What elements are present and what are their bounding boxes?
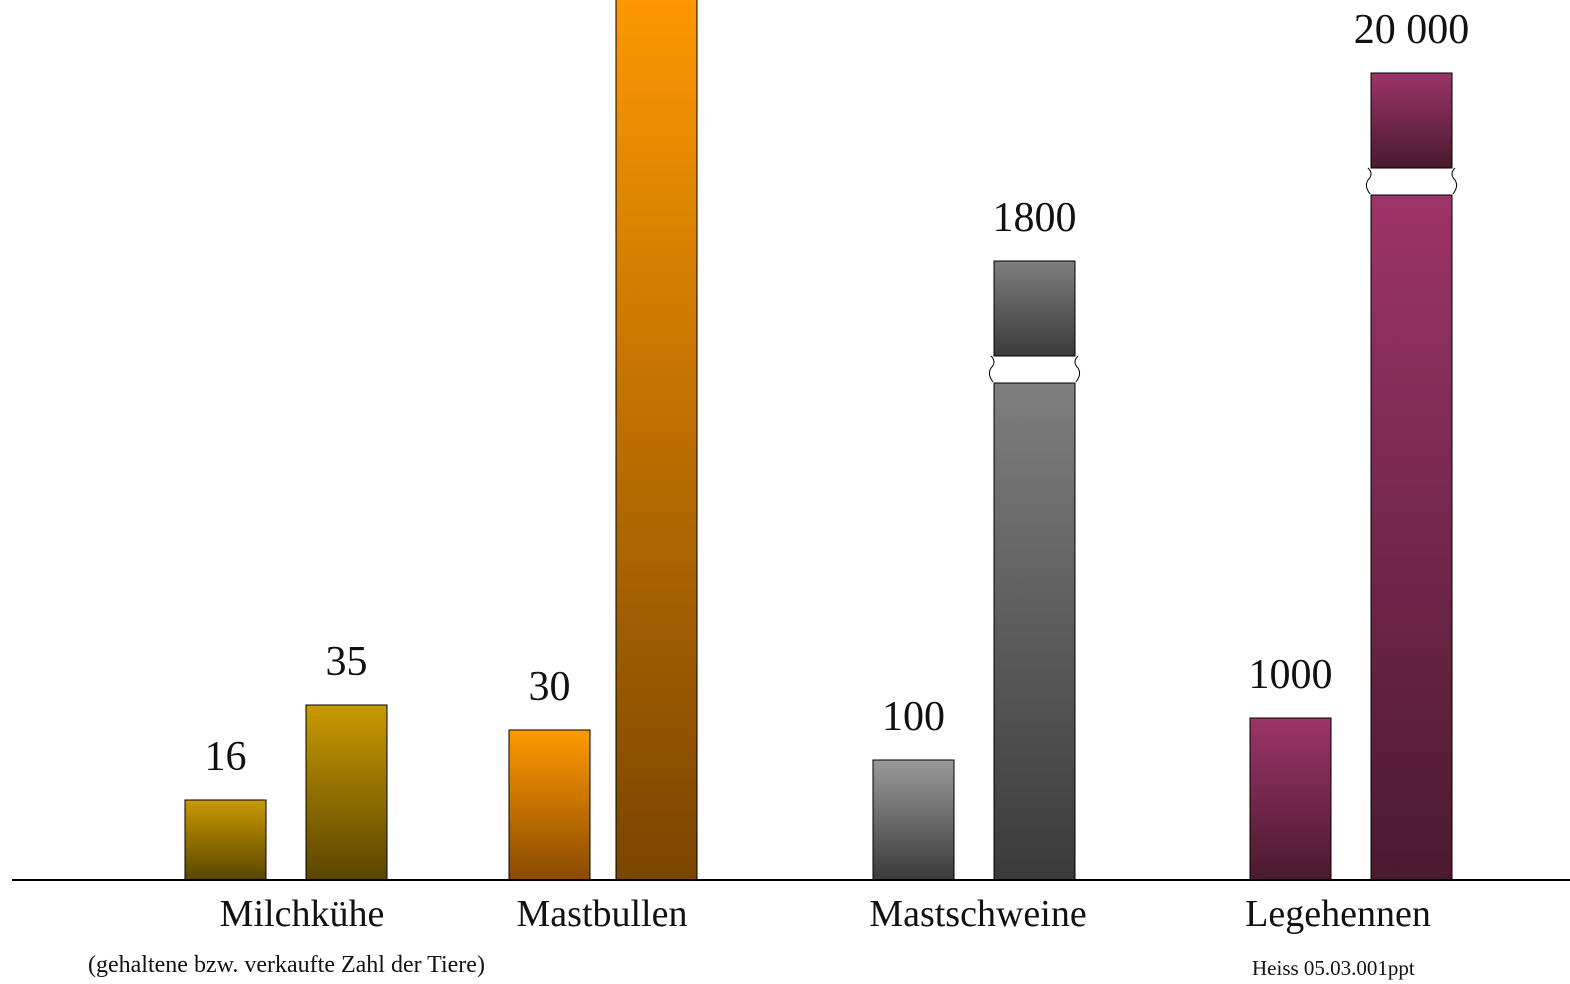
- footnote: (gehaltene bzw. verkaufte Zahl der Tiere…: [88, 952, 485, 978]
- value-label-mastschweine-1: 100: [882, 694, 945, 740]
- category-label-legehennen: Legehennen: [1245, 893, 1431, 935]
- bar-milchk-he-2: [305, 704, 388, 881]
- value-label-mastbullen-1: 30: [529, 664, 571, 710]
- bar-mastschweine-1: [872, 759, 955, 881]
- bar-legehennen-2: [1365, 72, 1458, 881]
- category-label-milchkühe: Milchkühe: [220, 893, 385, 935]
- bar-mastbullen-2: [615, 0, 698, 881]
- category-label-mastschweine: Mastschweine: [869, 893, 1086, 935]
- bars-layer: [184, 0, 1458, 881]
- labels-layer: 1635301801001800100020 000: [205, 7, 1470, 780]
- value-label-mastschweine-2: 1800: [993, 195, 1077, 241]
- value-label-legehennen-1: 1000: [1249, 652, 1333, 698]
- value-label-legehennen-2: 20 000: [1354, 7, 1470, 53]
- value-label-milchk-he-1: 16: [205, 734, 247, 780]
- bar-mastschweine-2: [988, 260, 1081, 881]
- category-label-mastbullen: Mastbullen: [517, 893, 688, 935]
- bar-legehennen-1: [1249, 717, 1332, 881]
- category-labels-layer: Milchkühe Mastbullen Mastschweine Legehenne…: [220, 893, 1431, 935]
- bar-milchk-he-1: [184, 799, 267, 881]
- credit: Heiss 05.03.001ppt: [1252, 956, 1415, 980]
- bar-mastbullen-1: [508, 729, 591, 881]
- value-label-milchk-he-2: 35: [326, 639, 368, 685]
